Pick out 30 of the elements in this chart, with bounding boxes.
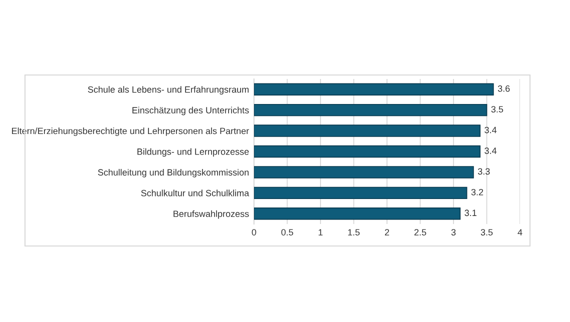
x-tick-label: 3 [451, 229, 456, 236]
data-label: 3.4 [484, 126, 497, 134]
y-tick-label: Berufswahlprozess [174, 210, 249, 219]
bar [254, 208, 461, 220]
data-label: 3.4 [484, 148, 497, 154]
y-tick-label: Schulkultur und Schulklima [141, 190, 250, 196]
x-tick-label: 2.5 [414, 229, 426, 236]
x-tick-label: 1 [318, 229, 323, 236]
data-label: 3.6 [498, 85, 510, 92]
data-label: 3.5 [491, 106, 504, 112]
x-tick-label: 2 [384, 229, 390, 236]
y-tick-label: Bildungs- und Lernprozesse [137, 148, 249, 157]
x-tick-label: 3.5 [480, 229, 493, 236]
data-label: 3.2 [471, 188, 484, 196]
bar [254, 124, 481, 137]
data-label: 3.3 [478, 168, 490, 175]
y-tick-label: Eltern/Erziehungsberechtigte und Lehrpersonen als Partner [12, 128, 250, 136]
bar [254, 104, 488, 116]
x-tick-label: 0.5 [281, 229, 294, 236]
data-label: 3.1 [464, 210, 476, 216]
bar [254, 145, 481, 158]
y-tick-label: Schulleitung und Bildungskommission [98, 168, 249, 178]
bar [254, 83, 494, 96]
y-tick-label: Einschätzung des Unterrichts [132, 106, 249, 116]
x-tick-label: 1.5 [348, 229, 360, 236]
bar [254, 166, 474, 178]
bar [254, 186, 468, 200]
y-tick-label: Schule als Lebens- und Erfahrungsraum [88, 86, 249, 94]
x-tick-label: 4 [518, 229, 522, 236]
x-tick-label: 0 [252, 229, 256, 236]
